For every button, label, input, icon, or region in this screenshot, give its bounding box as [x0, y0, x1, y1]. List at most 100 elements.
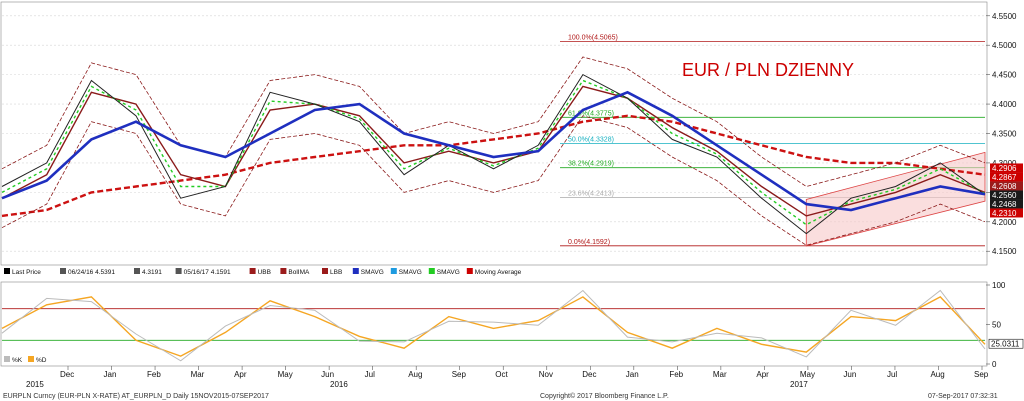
stochastic-group: %K %D: [1, 289, 986, 364]
x-tick-label: May: [800, 370, 815, 379]
x-tick-label: Jul: [887, 370, 897, 379]
fib-label: 0.0%(4.1592): [568, 239, 610, 246]
x-year-label: 2015: [26, 380, 44, 389]
legend-swatch: [280, 268, 287, 274]
price-tag-label: 4.2310: [992, 209, 1017, 218]
legend-label: SMAVG: [361, 269, 384, 276]
x-tick-label: Aug: [930, 370, 944, 379]
x-tick-label: Jul: [365, 370, 375, 379]
y-tick-label: 4.2000: [992, 218, 1017, 227]
y-tick-label: 4.3000: [992, 159, 1017, 168]
price-tag: [990, 172, 1023, 182]
price-tag: [990, 163, 1023, 173]
y2-tick-label: 50: [992, 321, 1001, 330]
legend-label: Last Price: [12, 269, 41, 276]
stochastic-axis: 100 50 0 25.0311: [986, 281, 1024, 369]
x-tick-label: Feb: [147, 370, 161, 379]
legend-label: 06/24/16 4.5391: [68, 269, 115, 276]
fib-label: 61.8%(4.3775): [568, 110, 614, 117]
stochastic-d-line: [1, 296, 986, 357]
fib-label: 23.6%(4.2413): [568, 190, 614, 197]
footer-left: EURPLN Curncy (EUR-PLN X-RATE) AT_EURPLN…: [3, 393, 269, 400]
blue-sma-line: [1, 90, 986, 212]
price-tag-label: 4.2468: [992, 200, 1017, 209]
footer-right: 07-Sep-2017 07:32:31: [928, 393, 998, 400]
legend-label: UBB: [258, 269, 271, 276]
x-tick-label: Mar: [713, 370, 727, 379]
x-tick-label: Nov: [539, 370, 553, 379]
legend-swatch: [390, 268, 397, 274]
fib-label: 100.0%(4.5065): [568, 34, 618, 41]
x-tick-label: Apr: [756, 370, 769, 379]
legend-label: LBB: [330, 269, 342, 276]
x-tick-label: Feb: [669, 370, 683, 379]
y-tick-label: 4.5000: [992, 41, 1017, 50]
x-axis: Dec Jan Feb Mar Apr May Jun Jul Aug Sep Oct Nov Dec J…: [26, 366, 989, 389]
y-tick-label: 4.3500: [992, 130, 1017, 139]
price-tag: [990, 208, 1023, 218]
moving-average-line: [1, 114, 986, 218]
legend-swatch: [4, 356, 10, 362]
green-sma-line: [1, 79, 986, 226]
x-tick-label: Aug: [408, 370, 422, 379]
x-tick-label: Sep: [452, 370, 467, 379]
x-tick-label: Apr: [234, 370, 247, 379]
legend-swatch: [28, 356, 34, 362]
series-group: [1, 56, 986, 246]
price-tag-label: 4.2608: [992, 182, 1017, 191]
price-tag-label: 4.2906: [992, 164, 1017, 173]
footer-center: Copyright© 2017 Bloomberg Finance L.P.: [540, 392, 669, 400]
legend-label: Moving Average: [475, 269, 522, 276]
upper-bollinger-band: [1, 56, 986, 187]
fib-label: 50.0%(4.3328): [568, 137, 614, 144]
legend-swatch: [249, 268, 256, 274]
last-price-line: [1, 73, 986, 235]
x-tick-label: Jan: [626, 370, 639, 379]
legend-swatch: [175, 268, 182, 274]
lower-bollinger-band: [1, 115, 986, 246]
y-tick-label: 4.1500: [992, 247, 1017, 256]
stochastic-value-label: 25.0311: [991, 340, 1020, 349]
stochastic-value-tag: [988, 338, 1024, 349]
y-tick-label: 4.4500: [992, 71, 1017, 80]
x-tick-label: Sep: [974, 370, 989, 379]
legend-label: SMAVG: [399, 269, 422, 276]
legend-swatch: [466, 268, 473, 274]
legend-swatch: [322, 268, 328, 274]
y-tick-label: 4.5500: [992, 12, 1017, 21]
legend-label: SMAVG: [437, 269, 460, 276]
legend-swatch: [352, 268, 359, 274]
x-tick-label: Mar: [191, 370, 205, 379]
legend-swatch: [428, 268, 435, 274]
price-tag-label: 4.2560: [992, 191, 1017, 200]
legend-swatch: [134, 268, 140, 274]
legend-label: 4.3191: [142, 269, 162, 276]
price-tag: [990, 190, 1023, 200]
legend-main: Last Price 06/24/16 4.5391 4.3191 05/16/17 …: [4, 268, 522, 276]
legend-swatch: [60, 268, 66, 274]
x-year-label: 2017: [790, 380, 808, 389]
x-tick-label: Dec: [60, 370, 74, 379]
x-tick-label: Jan: [104, 370, 117, 379]
price-tag-label: 4.2867: [992, 173, 1017, 182]
x-tick-label: Dec: [582, 370, 596, 379]
legend-label: 05/16/17 4.1591: [184, 269, 231, 276]
price-tag: [990, 199, 1023, 209]
x-year-label: 2016: [330, 380, 348, 389]
stochastic-k-line: [1, 289, 986, 362]
x-tick-label: May: [278, 370, 293, 379]
bollinger-mid-line: [1, 85, 986, 217]
x-tick-label: Jun: [321, 370, 334, 379]
price-tag: [990, 181, 1023, 191]
y2-tick-label: 0: [992, 360, 997, 369]
legend-label: %D: [36, 357, 47, 364]
chart-title: EUR / PLN DZIENNY: [682, 60, 854, 80]
legend-label: %K: [12, 357, 23, 364]
fib-label: 38.2%(4.2919): [568, 161, 614, 168]
y2-tick-label: 100: [992, 281, 1006, 290]
legend-swatch: [4, 268, 10, 274]
stochastic-panel-frame: [0, 281, 988, 367]
fib-group: 100.0%(4.5065) 61.8%(4.3775) 50.0%(4.3328)…: [560, 34, 985, 247]
